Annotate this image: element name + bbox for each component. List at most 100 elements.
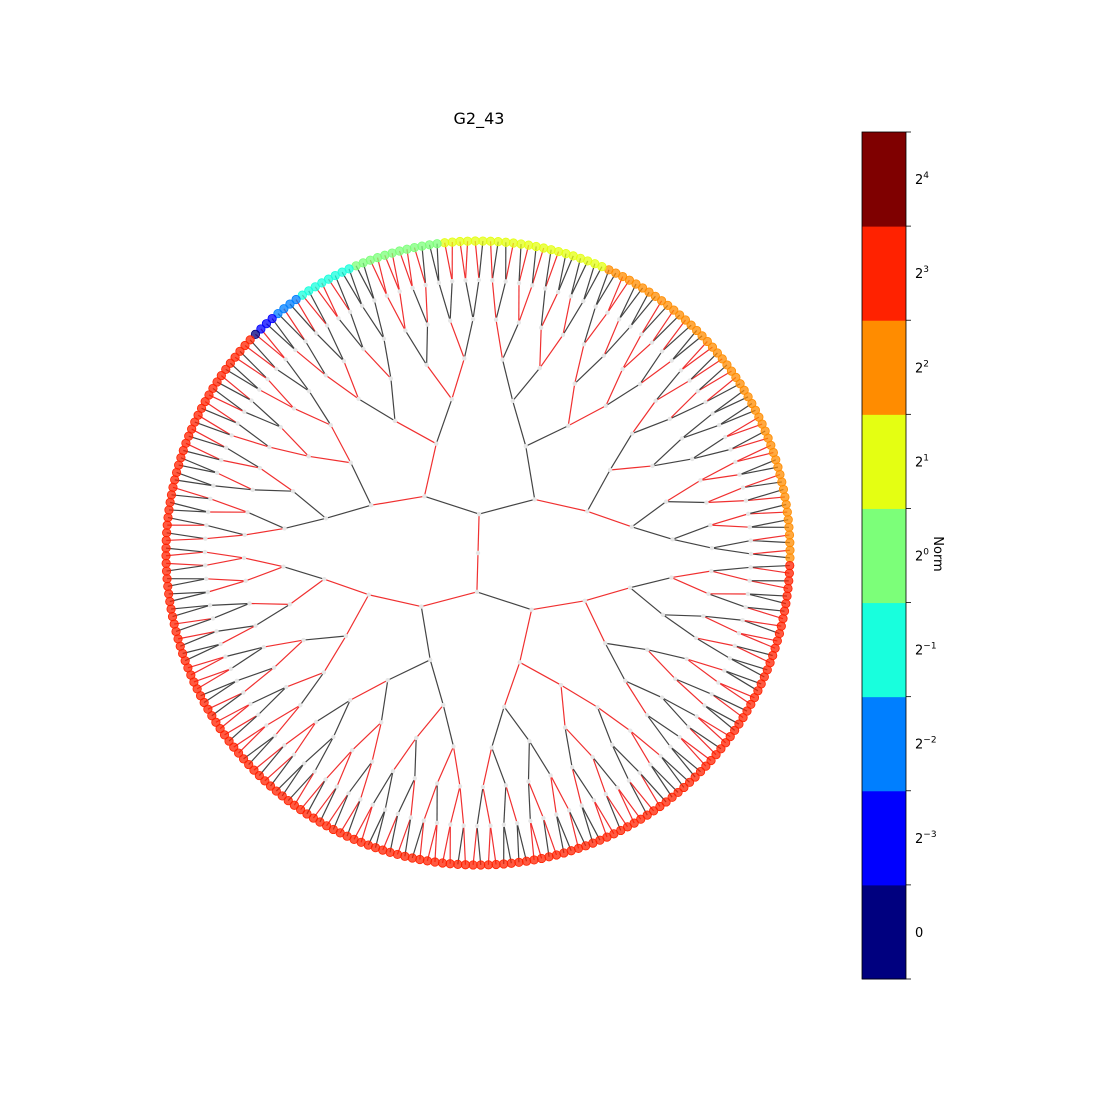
internal-node	[532, 497, 537, 502]
tree-edge	[243, 557, 284, 568]
internal-node	[423, 282, 428, 288]
tree-edge	[550, 775, 570, 811]
tree-edge	[383, 338, 392, 379]
tree-edge	[441, 824, 451, 864]
tree-edge	[220, 625, 256, 645]
tree-edge	[206, 524, 245, 536]
leaf-node	[536, 853, 547, 864]
internal-node	[284, 684, 289, 690]
internal-node	[204, 523, 209, 528]
tree-edge	[734, 645, 773, 657]
tree-edge	[671, 570, 712, 579]
tree-edge	[284, 517, 327, 530]
internal-node	[291, 406, 297, 411]
internal-node	[501, 822, 507, 827]
internal-node	[669, 575, 674, 580]
tree-edge	[624, 680, 648, 716]
internal-node	[537, 365, 542, 371]
internal-node	[323, 373, 328, 378]
tree-edge	[629, 291, 650, 327]
leaf-node	[235, 346, 245, 356]
internal-node	[203, 536, 208, 541]
tree-edge	[745, 488, 784, 502]
tree-edge	[703, 615, 743, 621]
internal-node	[609, 742, 615, 747]
internal-node	[591, 797, 597, 803]
leaf-node	[781, 499, 791, 510]
tree-edge	[251, 400, 282, 428]
leaf-node	[166, 604, 176, 614]
tree-edge	[729, 657, 765, 678]
internal-node	[421, 818, 427, 823]
internal-node	[208, 496, 213, 502]
leaf-node	[162, 528, 172, 538]
internal-node	[204, 576, 209, 582]
tree-edge	[269, 446, 309, 457]
colorbar-tick-label: 2−2	[915, 736, 937, 753]
internal-node	[615, 785, 620, 790]
tree-edge	[689, 358, 723, 382]
leaf-node	[702, 336, 712, 347]
internal-node	[748, 538, 753, 543]
tree-edge	[672, 524, 711, 540]
tree-edge	[583, 312, 609, 345]
tree-edge	[314, 286, 339, 319]
tree-edge	[360, 804, 374, 843]
tree-edge	[210, 498, 248, 513]
tree-edge	[386, 295, 406, 331]
internal-node	[323, 516, 329, 521]
colorbar-tick-label: 23	[915, 265, 929, 282]
tree-edge	[660, 755, 690, 783]
tree-edge	[574, 344, 585, 384]
leaf-node	[524, 240, 534, 250]
leaf-node	[501, 237, 511, 247]
leaf-node	[212, 377, 222, 387]
tree-edge	[243, 735, 276, 760]
tree-edge	[587, 510, 632, 528]
internal-node	[627, 585, 633, 590]
internal-node	[503, 279, 508, 284]
tree-edge	[734, 645, 771, 664]
internal-node	[560, 332, 566, 338]
internal-node	[470, 316, 476, 322]
leaf-node	[478, 236, 488, 246]
internal-node	[301, 761, 307, 766]
tree-edge	[544, 251, 560, 289]
tree-edge	[404, 817, 412, 857]
colorbar-band	[862, 414, 906, 509]
internal-node	[428, 657, 433, 662]
tree-edge	[244, 345, 277, 370]
tree-edge	[631, 501, 667, 528]
tree-edge	[242, 667, 275, 694]
leaf-node	[445, 859, 455, 869]
tree-edge	[339, 799, 361, 834]
tree-edge	[451, 358, 465, 400]
tree-edge	[259, 467, 294, 492]
internal-node	[248, 701, 253, 707]
tree-edge	[568, 810, 587, 847]
tree-edge	[413, 247, 427, 286]
tree-edge	[582, 266, 603, 302]
leaf-node	[447, 237, 457, 247]
leaf-node	[244, 759, 254, 770]
tree-edge	[392, 737, 417, 772]
internal-node	[214, 470, 220, 476]
internal-node	[395, 811, 401, 817]
tree-edge	[183, 449, 222, 461]
leaf-node	[460, 860, 471, 870]
tree-edge	[617, 787, 642, 820]
internal-node	[205, 509, 211, 515]
tree-edge	[581, 805, 601, 841]
tree-edge	[631, 526, 673, 540]
internal-node	[529, 283, 535, 288]
tree-edge	[696, 715, 731, 738]
tree-edge	[477, 514, 480, 554]
tree-edge	[688, 726, 722, 750]
internal-node	[474, 823, 480, 829]
tree-edge	[244, 527, 285, 536]
colorbar-tick-label: 2−3	[915, 830, 937, 847]
tree-edge	[696, 715, 727, 744]
internal-node	[514, 820, 520, 826]
tree-edge	[283, 721, 317, 746]
tree-edge	[253, 744, 285, 771]
